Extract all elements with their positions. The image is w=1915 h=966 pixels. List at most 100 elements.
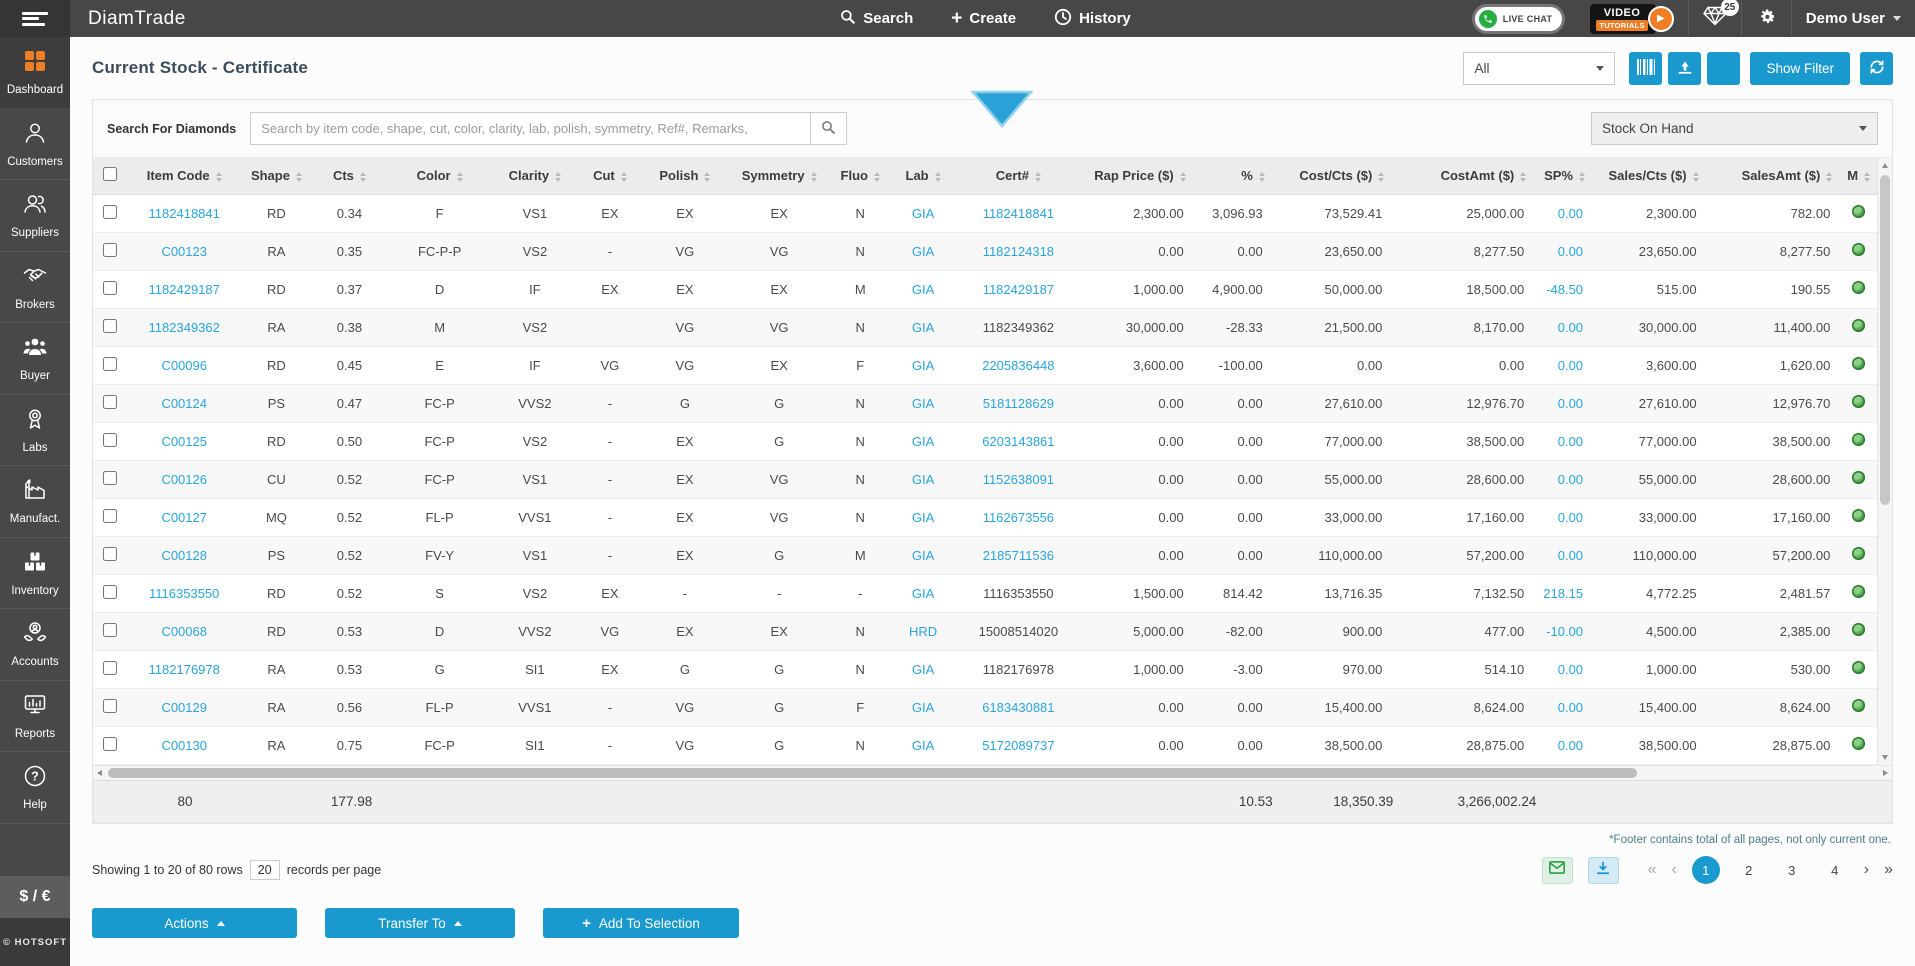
media-icon[interactable]: [1852, 281, 1865, 294]
lab-link[interactable]: GIA: [890, 726, 957, 764]
cert-link[interactable]: 1182124318: [957, 232, 1081, 270]
column-header[interactable]: SP%: [1534, 158, 1593, 194]
lab-link[interactable]: GIA: [890, 536, 957, 574]
column-header[interactable]: Lab: [890, 158, 957, 194]
cert-link[interactable]: 1182176978: [957, 650, 1081, 688]
row-checkbox[interactable]: [103, 509, 117, 523]
lab-link[interactable]: GIA: [890, 422, 957, 460]
media-icon[interactable]: [1852, 623, 1865, 636]
row-checkbox[interactable]: [103, 205, 117, 219]
sidebar-item-dashboard[interactable]: Dashboard: [0, 37, 70, 109]
sp-percent-link[interactable]: 0.00: [1534, 460, 1593, 498]
row-checkbox[interactable]: [103, 585, 117, 599]
sp-percent-link[interactable]: 0.00: [1534, 232, 1593, 270]
cert-link[interactable]: 2205836448: [957, 346, 1081, 384]
cert-link[interactable]: 1182349362: [957, 308, 1081, 346]
sp-percent-link[interactable]: 0.00: [1534, 536, 1593, 574]
item-code-link[interactable]: C00096: [127, 346, 241, 384]
column-header[interactable]: Shape: [241, 158, 312, 194]
cert-link[interactable]: 5181128629: [957, 384, 1081, 422]
select-all-checkbox[interactable]: [103, 167, 117, 181]
item-code-link[interactable]: C00124: [127, 384, 241, 422]
sidebar-toggle-button[interactable]: [0, 0, 70, 37]
email-export-button[interactable]: [1542, 857, 1573, 884]
item-code-link[interactable]: C00125: [127, 422, 241, 460]
row-checkbox[interactable]: [103, 547, 117, 561]
column-header[interactable]: Clarity: [492, 158, 577, 194]
sp-percent-link[interactable]: 0.00: [1534, 308, 1593, 346]
sidebar-item-manufacture[interactable]: Manufact.: [0, 466, 70, 538]
sp-percent-link[interactable]: 0.00: [1534, 650, 1593, 688]
type-filter-select[interactable]: All: [1463, 52, 1615, 85]
page-number-button[interactable]: 1: [1692, 856, 1720, 884]
download-export-button[interactable]: [1588, 857, 1619, 884]
media-icon[interactable]: [1852, 205, 1865, 218]
blank-tool-button[interactable]: [1707, 52, 1740, 85]
column-header[interactable]: Fluo: [831, 158, 890, 194]
lab-link[interactable]: GIA: [890, 498, 957, 536]
page-number-button[interactable]: 3: [1778, 856, 1806, 884]
diamond-counter-button[interactable]: 25: [1703, 6, 1727, 31]
horizontal-scroll-thumb[interactable]: [108, 768, 1637, 778]
vertical-scrollbar[interactable]: [1877, 158, 1892, 765]
media-icon[interactable]: [1852, 471, 1865, 484]
column-header[interactable]: Polish: [642, 158, 727, 194]
lab-link[interactable]: GIA: [890, 574, 957, 612]
sp-percent-link[interactable]: 0.00: [1534, 726, 1593, 764]
item-code-link[interactable]: C00128: [127, 536, 241, 574]
next-page-button[interactable]: ›: [1864, 861, 1869, 879]
item-code-link[interactable]: C00130: [127, 726, 241, 764]
row-checkbox[interactable]: [103, 433, 117, 447]
sidebar-item-help[interactable]: ? Help: [0, 752, 70, 824]
row-checkbox[interactable]: [103, 319, 117, 333]
row-checkbox[interactable]: [103, 243, 117, 257]
scroll-up-icon[interactable]: [1882, 163, 1888, 168]
row-checkbox[interactable]: [103, 395, 117, 409]
column-header[interactable]: Item Code: [127, 158, 241, 194]
gear-icon[interactable]: [1756, 6, 1777, 32]
column-header[interactable]: SalesAmt ($): [1707, 158, 1841, 194]
lab-link[interactable]: GIA: [890, 460, 957, 498]
item-code-link[interactable]: 1182418841: [127, 194, 241, 232]
video-tutorials-button[interactable]: VIDEO TUTORIALS ▶: [1590, 4, 1673, 34]
sidebar-item-inventory[interactable]: Inventory: [0, 538, 70, 610]
row-checkbox[interactable]: [103, 661, 117, 675]
column-header[interactable]: Symmetry: [727, 158, 830, 194]
column-header[interactable]: %: [1194, 158, 1273, 194]
item-code-link[interactable]: C00126: [127, 460, 241, 498]
media-icon[interactable]: [1852, 357, 1865, 370]
live-chat-button[interactable]: LIVE CHAT: [1475, 7, 1563, 31]
cert-link[interactable]: 2185711536: [957, 536, 1081, 574]
sp-percent-link[interactable]: 0.00: [1534, 498, 1593, 536]
column-header[interactable]: Cut: [577, 158, 642, 194]
sidebar-item-labs[interactable]: Labs: [0, 395, 70, 467]
search-submit-button[interactable]: [810, 112, 847, 145]
sp-percent-link[interactable]: -10.00: [1534, 612, 1593, 650]
row-checkbox[interactable]: [103, 737, 117, 751]
media-icon[interactable]: [1852, 433, 1865, 446]
scroll-left-icon[interactable]: [97, 770, 102, 776]
sidebar-item-reports[interactable]: Reports: [0, 681, 70, 753]
row-checkbox[interactable]: [103, 623, 117, 637]
column-header[interactable]: CostAmt ($): [1392, 158, 1534, 194]
row-checkbox[interactable]: [103, 357, 117, 371]
media-icon[interactable]: [1852, 737, 1865, 750]
cert-link[interactable]: 6203143861: [957, 422, 1081, 460]
media-icon[interactable]: [1852, 319, 1865, 332]
cert-link[interactable]: 6183430881: [957, 688, 1081, 726]
stock-status-select[interactable]: Stock On Hand: [1591, 112, 1878, 145]
item-code-link[interactable]: 1182429187: [127, 270, 241, 308]
media-icon[interactable]: [1852, 585, 1865, 598]
lab-link[interactable]: GIA: [890, 270, 957, 308]
currency-toggle[interactable]: $ / €: [0, 876, 70, 918]
sidebar-item-accounts[interactable]: Accounts: [0, 609, 70, 681]
column-header[interactable]: Sales/Cts ($): [1593, 158, 1707, 194]
cert-link[interactable]: 1182418841: [957, 194, 1081, 232]
sidebar-item-brokers[interactable]: Brokers: [0, 252, 70, 324]
sp-percent-link[interactable]: 0.00: [1534, 384, 1593, 422]
sp-percent-link[interactable]: 0.00: [1534, 346, 1593, 384]
column-header[interactable]: Color: [387, 158, 492, 194]
sidebar-item-suppliers[interactable]: Suppliers: [0, 180, 70, 252]
row-checkbox[interactable]: [103, 471, 117, 485]
sidebar-item-buyer[interactable]: Buyer: [0, 323, 70, 395]
